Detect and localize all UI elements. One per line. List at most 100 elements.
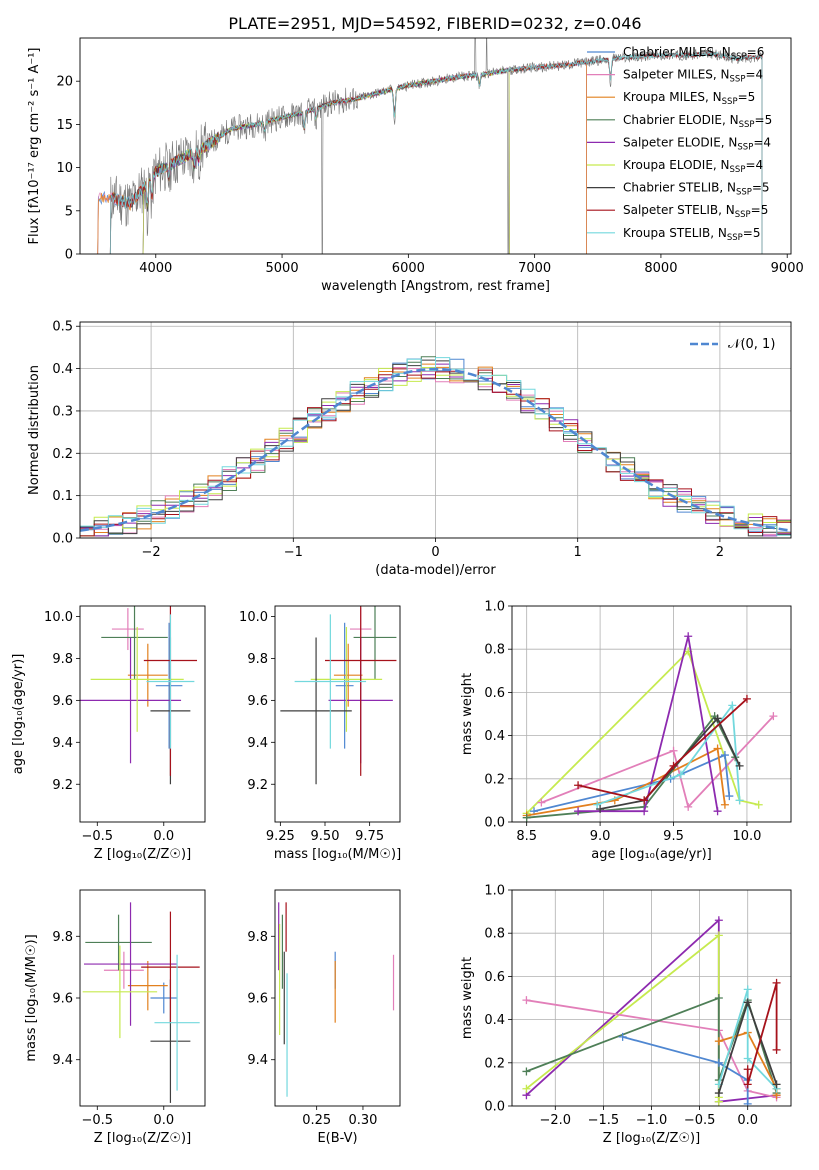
- x-tick-label: −0.5: [81, 1113, 113, 1128]
- x-axis-label: (data-model)/error: [375, 563, 496, 578]
- legend-label: Chabrier STELIB, NSSP=5: [623, 181, 770, 198]
- mass_vs_EBV-plot-area: [278, 902, 395, 1097]
- series-kroupa-elodie: [522, 931, 723, 1106]
- x-tick-label: 8.5: [516, 829, 537, 844]
- data-point: [684, 802, 693, 811]
- data-point: [596, 805, 605, 814]
- y-tick-label: 0.2: [52, 447, 73, 462]
- age_vs_mass-plot-area: [280, 606, 397, 785]
- data-point: [743, 985, 752, 994]
- errorbar-kroupa-miles: [333, 643, 363, 707]
- data-point: [522, 813, 531, 822]
- y-tick-label: 9.4: [52, 1053, 73, 1068]
- x-tick-label: 0.30: [348, 1113, 377, 1128]
- data-point: [669, 761, 678, 770]
- y-tick-label: 9.8: [52, 652, 73, 667]
- data-point: [714, 1058, 723, 1067]
- series-kroupa-stelib: [593, 701, 744, 809]
- spectrum-frame: [79, 37, 792, 255]
- mass_vs_EBV-frame: [274, 889, 401, 1107]
- mw_vs_Z-frame: [511, 889, 792, 1107]
- x-axis-label: Z [log₁₀(Z/Z☉)]: [94, 1131, 191, 1146]
- histogram-salpeter-stelib: [80, 368, 791, 537]
- y-tick-label: 9.4: [247, 1053, 268, 1068]
- data-point: [574, 807, 583, 816]
- y-tick-label: 0.4: [484, 1013, 505, 1028]
- series-salpeter-stelib: [743, 978, 781, 1089]
- spectrum-panel: 4000 5000 6000 7000 8000 9000 0 5 10 15 20 waveleng…: [27, 37, 804, 294]
- errorbar-salpeter-miles: [111, 608, 144, 651]
- data-point: [769, 712, 778, 721]
- legend-subscript: SSP: [730, 165, 746, 175]
- series-line: [526, 999, 777, 1099]
- y-tick-label: 10: [56, 161, 73, 176]
- mass_vs_Z-panel: −0.5 0.0 9.4 9.6 9.8 Z [log₁₀(Z/Z☉)] mass [log…: [24, 889, 206, 1146]
- y-tick-label: 0.0: [484, 1100, 505, 1115]
- errorbar-chabrier-elodie: [85, 914, 152, 971]
- x-tick-label: −1: [284, 545, 303, 560]
- y-tick-label: 5: [65, 204, 73, 219]
- data-point: [743, 1099, 752, 1106]
- x-tick-label: 1: [574, 545, 582, 560]
- series-line: [746, 982, 778, 1085]
- errorbar-salpeter-stelib: [325, 606, 397, 776]
- x-tick-label: 9.5: [663, 829, 684, 844]
- series-salpeter-miles: [537, 712, 778, 811]
- series-salpeter-stelib: [574, 694, 751, 805]
- x-tick-label: 9.25: [266, 829, 295, 844]
- mass_vs_EBV-ticks: 0.25 0.30 9.4 9.6 9.8: [247, 930, 377, 1128]
- y-tick-label: 0.5: [52, 320, 73, 335]
- y-tick-label: 1.0: [484, 600, 505, 615]
- y-tick-label: 9.2: [52, 778, 73, 793]
- errorbar-salpeter-stelib: [141, 911, 200, 1023]
- x-tick-label: 0.0: [737, 1113, 758, 1128]
- x-axis-label: Z [log₁₀(Z/Z☉)]: [94, 847, 191, 862]
- mw_vs_age-frame: [511, 605, 792, 823]
- data-point: [742, 694, 751, 703]
- model-spectrum-kroupa-miles: [97, 60, 587, 254]
- age_vs_Z-plot-area: [80, 606, 198, 785]
- y-tick-label: 0.4: [52, 362, 73, 377]
- x-tick-label: −0.5: [684, 1113, 716, 1128]
- legend-subscript: SSP: [730, 75, 746, 85]
- legend-label: Kroupa MILES, NSSP=5: [623, 90, 755, 107]
- data-point: [574, 781, 583, 790]
- legend-subscript: SSP: [727, 233, 743, 243]
- x-tick-label: 9.0: [590, 829, 611, 844]
- x-tick-label: 0: [431, 545, 439, 560]
- data-point: [714, 1097, 723, 1106]
- series-chabrier-stelib: [714, 998, 781, 1098]
- series-line: [717, 989, 778, 1090]
- series-line: [578, 635, 719, 813]
- y-tick-label: 9.8: [247, 930, 268, 945]
- spectrum-plot-area: [97, 38, 763, 254]
- series-chabrier-miles: [530, 751, 734, 816]
- legend-suffix: =5: [738, 90, 756, 104]
- errorbar-kroupa-stelib: [294, 614, 367, 749]
- legend-suffix: =6: [747, 45, 765, 59]
- data-point: [676, 770, 685, 779]
- mw_vs_Z-grid: [512, 890, 791, 1106]
- errorbar-kroupa-elodie: [90, 626, 184, 732]
- y-tick-label: 0.6: [484, 970, 505, 985]
- data-point: [537, 798, 546, 807]
- data-point: [743, 1080, 752, 1089]
- mass_vs_Z-ticks: −0.5 0.0 9.4 9.6 9.8: [52, 930, 174, 1128]
- mass_vs_Z-frame: [79, 889, 206, 1107]
- errorbar-kroupa-elodie: [82, 945, 158, 1039]
- y-tick-label: 9.6: [52, 694, 73, 709]
- figure-title: PLATE=2951, MJD=54592, FIBERID=0232, z=0…: [228, 14, 641, 33]
- errorbar-salpeter-elodie: [83, 902, 178, 1026]
- x-tick-label: 8000: [644, 261, 677, 276]
- y-tick-label: 0.6: [484, 686, 505, 701]
- errorbar-salpeter-elodie: [80, 637, 182, 764]
- errorbar-chabrier-miles: [155, 622, 183, 749]
- y-tick-label: 9.6: [247, 992, 268, 1007]
- series-kroupa-elodie: [522, 647, 763, 818]
- y-tick-label: 10.0: [239, 610, 268, 625]
- mw_vs_Z-ticks: −2.0 −1.5 −1.0 −0.5 0.0 0.0 0.2 0.4 0.6 0.8 1.0: [484, 884, 758, 1129]
- data-point: [714, 916, 723, 925]
- data-point: [735, 796, 744, 805]
- errorbar-kroupa-miles: [127, 960, 168, 1011]
